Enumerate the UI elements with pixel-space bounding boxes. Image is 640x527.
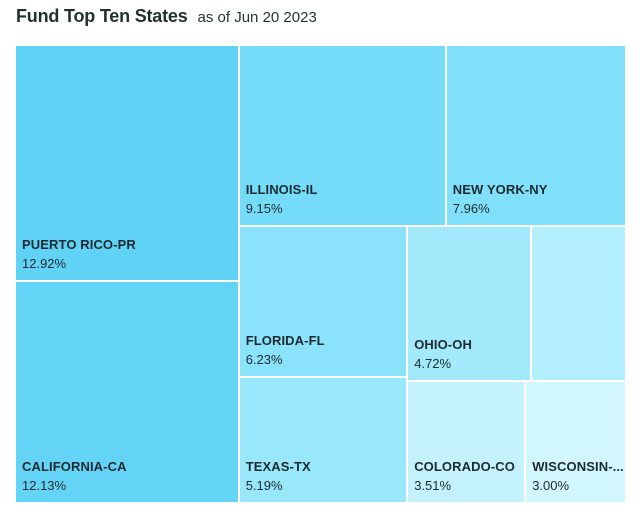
treemap-cell-value: 12.92% (22, 256, 67, 272)
chart-header: Fund Top Ten States as of Jun 20 2023 (16, 6, 317, 36)
treemap-cell-ohio-oh[interactable]: OHIO-OH 4.72% (407, 225, 532, 382)
treemap-cell-value: 3.00% (532, 477, 570, 493)
treemap-cell-value: 7.96% (452, 200, 490, 216)
treemap-cell-label: PUERTO RICO-PR (22, 237, 136, 253)
as-of-date: as of Jun 20 2023 (197, 9, 317, 26)
treemap-cell-puerto-rico-pr[interactable]: PUERTO RICO-PR 12.92% (15, 45, 239, 282)
treemap-cell-label: ILLINOIS-IL (245, 181, 318, 197)
treemap-cell-label: WISCONSIN-... (532, 458, 624, 474)
treemap-cell-florida-fl[interactable]: FLORIDA-FL 6.23% (238, 225, 408, 377)
treemap-cell-value: 9.15% (245, 200, 283, 216)
treemap-cell-california-ca[interactable]: CALIFORNIA-CA 12.13% (15, 281, 239, 503)
treemap-cell-unlabeled[interactable] (531, 225, 626, 382)
treemap-cell-label: CALIFORNIA-CA (22, 458, 127, 474)
treemap-cell-new-york-ny[interactable]: NEW YORK-NY 7.96% (445, 45, 626, 226)
treemap-cell-illinois-il[interactable]: ILLINOIS-IL 9.15% (238, 45, 446, 226)
treemap-cell-label: COLORADO-CO (414, 458, 515, 474)
treemap-cell-label: FLORIDA-FL (245, 332, 325, 348)
treemap-cell-colorado-co[interactable]: COLORADO-CO 3.51% (407, 381, 526, 503)
treemap-chart: PUERTO RICO-PR 12.92% CALIFORNIA-CA 12.13% I… (15, 45, 626, 503)
treemap-cell-label: NEW YORK-NY (452, 181, 548, 197)
treemap-cell-texas-tx[interactable]: TEXAS-TX 5.19% (238, 377, 408, 503)
treemap-cell-value: 3.51% (414, 477, 452, 493)
treemap-cell-value: 6.23% (245, 351, 283, 367)
treemap-cell-value: 4.72% (414, 356, 452, 372)
treemap-cell-value: 12.13% (22, 477, 67, 493)
treemap-cell-label: OHIO-OH (414, 337, 472, 353)
treemap-cell-wisconsin[interactable]: WISCONSIN-... 3.00% (525, 381, 626, 503)
treemap-cell-value: 5.19% (245, 478, 283, 493)
chart-title: Fund Top Ten States (16, 6, 188, 26)
treemap-cell-label: TEXAS-TX (245, 459, 311, 474)
